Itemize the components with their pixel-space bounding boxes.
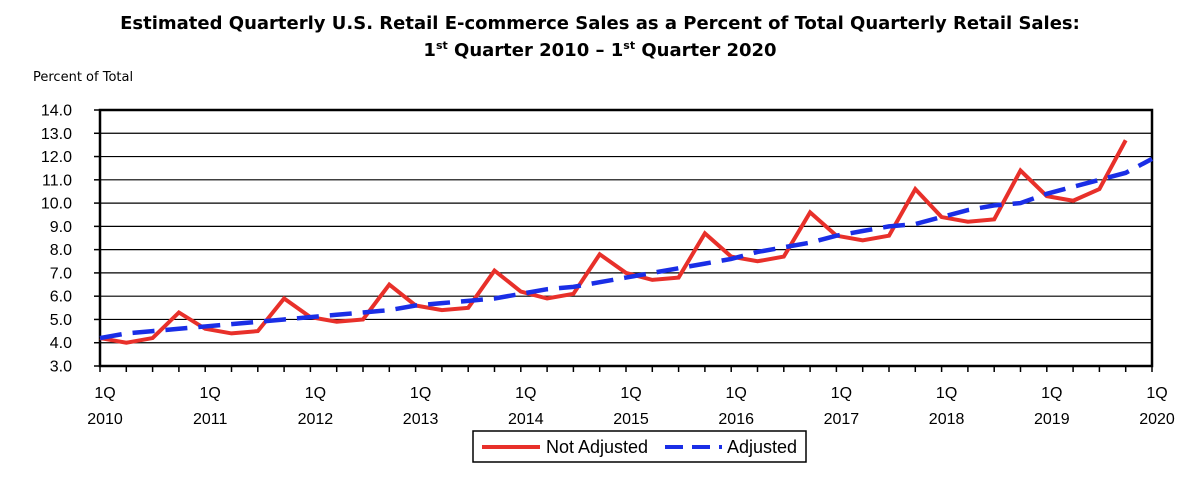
chart-title-line1: Estimated Quarterly U.S. Retail E-commer… bbox=[120, 13, 1080, 34]
y-tick-label: 5.0 bbox=[50, 312, 72, 329]
chart-title: Estimated Quarterly U.S. Retail E-commer… bbox=[0, 10, 1200, 64]
x-tick-label-quarter: 1Q bbox=[410, 385, 431, 402]
x-tick-label-year: 2012 bbox=[298, 411, 334, 428]
plot-frame bbox=[98, 108, 1154, 368]
title-end-num: 1 bbox=[610, 40, 624, 61]
title-start-sup: st bbox=[435, 39, 448, 52]
series-line-not-adjusted bbox=[99, 139, 1128, 345]
x-tick-label-quarter: 1Q bbox=[831, 385, 852, 402]
x-tick-label-quarter: 1Q bbox=[200, 385, 221, 402]
y-tick-label: 12.0 bbox=[41, 149, 72, 166]
y-tick-label: 8.0 bbox=[50, 242, 72, 259]
x-tick-label-year: 2010 bbox=[87, 411, 123, 428]
x-tick-label-year: 2016 bbox=[718, 411, 754, 428]
y-tick-label: 10.0 bbox=[41, 196, 72, 213]
y-tick-label: 7.0 bbox=[50, 265, 72, 282]
y-tick-label: 14.0 bbox=[41, 103, 72, 120]
title-end-rest: Quarter 2020 bbox=[635, 40, 777, 61]
y-tick-label: 13.0 bbox=[41, 126, 72, 143]
title-end-sup: st bbox=[623, 39, 636, 52]
y-axis-label: Percent of Total bbox=[33, 70, 134, 85]
y-tick-label: 4.0 bbox=[50, 335, 72, 352]
y-tick-label: 6.0 bbox=[50, 289, 72, 306]
title-start-rest: Quarter 2010 – bbox=[447, 40, 611, 61]
y-tick-label: 11.0 bbox=[42, 172, 72, 189]
y-tick-label: 3.0 bbox=[50, 359, 72, 376]
legend-label-not-adjusted: Not Adjusted bbox=[546, 437, 648, 457]
x-tick-label-quarter: 1Q bbox=[620, 385, 641, 402]
chart-title-line2: 1st Quarter 2010 – 1st Quarter 2020 bbox=[0, 37, 1200, 64]
x-tick-label-quarter: 1Q bbox=[94, 385, 115, 402]
x-tick-label-year: 2017 bbox=[824, 411, 860, 428]
x-tick-label-quarter: 1Q bbox=[726, 385, 747, 402]
x-tick-label-year: 2015 bbox=[613, 411, 649, 428]
x-tick-label-year: 2020 bbox=[1139, 411, 1175, 428]
series-line-adjusted bbox=[99, 156, 1154, 341]
x-tick-label-year: 2019 bbox=[1034, 411, 1070, 428]
x-tick-label-year: 2018 bbox=[929, 411, 965, 428]
x-tick-label-quarter: 1Q bbox=[1146, 385, 1167, 402]
x-tick-label-quarter: 1Q bbox=[936, 385, 957, 402]
x-tick-label-year: 2011 bbox=[193, 411, 228, 428]
x-tick-label-quarter: 1Q bbox=[515, 385, 536, 402]
x-tick-label-year: 2013 bbox=[403, 411, 439, 428]
title-start-num: 1 bbox=[423, 40, 436, 61]
legend-label-adjusted: Adjusted bbox=[727, 437, 797, 457]
x-tick-label-quarter: 1Q bbox=[305, 385, 326, 402]
x-tick-label-year: 2014 bbox=[508, 411, 544, 428]
y-tick-label: 9.0 bbox=[50, 219, 72, 236]
x-tick-label-quarter: 1Q bbox=[1041, 385, 1062, 402]
